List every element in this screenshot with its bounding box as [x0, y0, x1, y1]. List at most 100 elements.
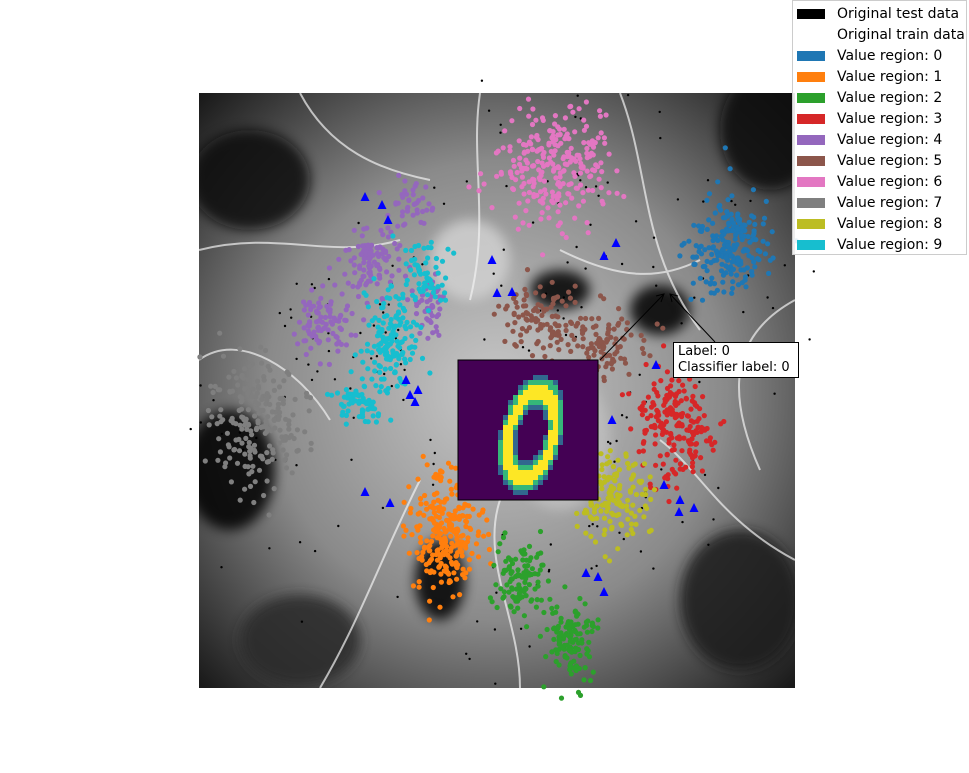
train-point — [507, 144, 513, 150]
annotation-arrow-left — [599, 293, 665, 361]
digit-pixel — [518, 475, 523, 480]
legend-label: Value region: 8 — [837, 215, 943, 232]
boundary-line — [619, 93, 701, 331]
train-point — [725, 243, 731, 249]
train-point — [581, 624, 587, 630]
train-point — [415, 511, 421, 517]
train-point — [557, 184, 563, 190]
train-point — [740, 248, 746, 254]
train-point — [683, 464, 689, 470]
train-point — [577, 156, 583, 162]
train-point — [217, 449, 223, 455]
train-point — [563, 322, 569, 328]
train-point — [542, 353, 548, 360]
test-point — [359, 331, 362, 335]
train-point — [563, 200, 569, 206]
train-point — [636, 449, 642, 455]
digit-pixel — [553, 420, 558, 425]
train-point — [414, 550, 420, 556]
digit-pixel — [528, 400, 533, 405]
train-point — [473, 541, 480, 547]
train-point — [428, 538, 435, 545]
train-point — [566, 191, 572, 197]
digit-pixel — [508, 415, 513, 420]
train-point — [669, 407, 675, 413]
test-point — [706, 179, 710, 182]
train-point — [538, 597, 545, 603]
digit-pixel — [498, 430, 503, 435]
train-point — [624, 503, 630, 509]
train-point — [267, 443, 273, 449]
train-point — [361, 267, 367, 273]
train-point — [464, 513, 470, 520]
train-point — [556, 662, 562, 668]
train-point — [270, 450, 276, 456]
train-point — [628, 521, 635, 527]
digit-pixel — [548, 395, 553, 400]
train-point — [215, 457, 221, 463]
train-point — [424, 207, 430, 213]
train-point — [509, 586, 515, 592]
train-point — [394, 383, 400, 389]
train-point — [704, 268, 710, 274]
train-point — [410, 187, 416, 193]
test-point — [562, 296, 565, 299]
train-point — [742, 274, 749, 280]
digit-pixel — [503, 415, 508, 420]
train-point — [433, 255, 439, 262]
train-point — [365, 406, 371, 412]
train-point — [389, 273, 395, 279]
train-point — [693, 254, 700, 260]
train-point — [247, 453, 253, 459]
train-point — [566, 289, 572, 295]
digit-pixel — [553, 435, 558, 440]
train-point — [664, 385, 671, 391]
digit-pixel — [503, 450, 508, 455]
train-point — [424, 292, 431, 298]
train-point — [551, 625, 557, 631]
train-point — [365, 366, 371, 372]
train-point — [648, 413, 654, 419]
digit-pixel — [513, 470, 518, 475]
train-point — [423, 500, 429, 506]
train-point — [539, 312, 545, 318]
train-point — [706, 217, 712, 223]
train-point — [329, 392, 335, 398]
train-point — [408, 324, 414, 330]
train-point — [462, 541, 468, 547]
train-point — [541, 308, 547, 314]
digit-pixel — [518, 385, 523, 390]
train-point — [699, 223, 706, 230]
train-point — [303, 390, 310, 396]
test-point — [626, 93, 630, 97]
train-point — [442, 297, 449, 303]
digit-pixel — [558, 405, 563, 410]
test-point — [556, 309, 559, 312]
train-point — [599, 356, 605, 362]
train-point — [372, 359, 378, 365]
train-point — [385, 385, 391, 392]
train-point — [714, 257, 720, 263]
train-point — [641, 350, 647, 356]
train-point — [421, 512, 427, 518]
train-point — [498, 171, 504, 177]
train-point — [580, 324, 586, 330]
train-point — [516, 314, 522, 320]
test-point — [698, 380, 701, 384]
digit-pixel — [533, 480, 538, 485]
digit-pixel — [553, 455, 558, 460]
train-point — [597, 113, 604, 119]
train-point — [242, 451, 248, 457]
train-point — [590, 187, 596, 194]
train-point — [555, 332, 561, 338]
train-point — [533, 290, 539, 296]
train-point — [361, 273, 367, 279]
train-point — [339, 412, 345, 418]
train-point — [567, 295, 574, 301]
digit-pixel — [513, 430, 518, 435]
train-point — [630, 472, 637, 478]
train-point — [626, 465, 632, 471]
train-point — [580, 336, 586, 342]
train-point — [666, 498, 672, 505]
train-point — [710, 447, 716, 453]
